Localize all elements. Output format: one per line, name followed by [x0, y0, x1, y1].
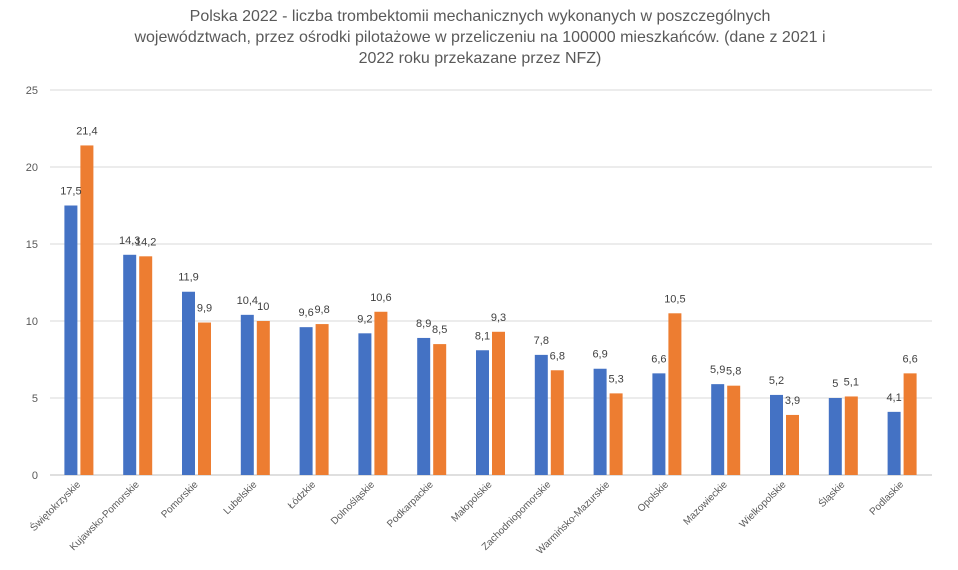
data-label: 5 [832, 378, 838, 390]
bar-series-2 [727, 385, 741, 475]
data-label: 8,1 [475, 330, 490, 342]
bar-series-2 [668, 313, 682, 475]
bar-series-2 [609, 393, 623, 475]
data-label: 8,9 [416, 318, 431, 330]
bar-series-2 [256, 321, 270, 475]
data-label: 17,5 [60, 186, 81, 198]
bar-series-1 [887, 411, 901, 475]
bar-series-2 [492, 331, 505, 475]
data-label: 9,9 [197, 303, 212, 315]
data-label: 11,9 [178, 272, 199, 284]
category-label: Podkarpackie [385, 479, 436, 530]
bar-series-1 [417, 337, 431, 475]
bar-series-2 [550, 370, 564, 475]
bar-series-2 [374, 311, 388, 475]
data-label: 10,6 [370, 292, 391, 304]
bar-series-1 [711, 384, 725, 475]
y-tick-label: 5 [32, 393, 38, 405]
bar-series-1 [652, 373, 666, 475]
bar-series-2 [198, 322, 211, 475]
data-label: 14,3 [119, 235, 140, 247]
data-label: 9,8 [314, 304, 329, 316]
bar-series-1 [182, 291, 195, 475]
category-label: Łódzkie [286, 479, 318, 511]
category-label: Lubelskie [222, 479, 260, 517]
bar-series-1 [534, 354, 548, 475]
data-label: 21,4 [76, 125, 97, 137]
bar-series-1 [299, 327, 313, 475]
category-label: Mazowieckie [682, 479, 731, 528]
y-tick-label: 10 [26, 316, 38, 328]
data-label: 6,6 [902, 353, 917, 365]
data-label: 7,8 [534, 335, 549, 347]
bar-series-1 [358, 333, 372, 475]
data-label: 6,9 [592, 349, 607, 361]
data-label: 5,2 [769, 375, 784, 387]
data-label: 6,8 [550, 350, 565, 362]
bar-series-1 [770, 394, 783, 475]
data-label: 3,9 [785, 395, 800, 407]
bar-series-2 [844, 396, 858, 475]
data-labels: 17,5 21,4 14,314,2 11,9 9,9 10,410 9,6 9,8 9,2 10… [60, 125, 918, 407]
data-label: 10,5 [664, 293, 685, 305]
category-label: Śląskie [815, 478, 847, 510]
category-label: Wielkopolskie [738, 479, 789, 530]
bar-series-1 [123, 254, 137, 475]
chart-title: Polska 2022 - liczba trombektomii mechan… [134, 8, 826, 67]
y-tick-label: 0 [32, 470, 38, 482]
data-label: 10 [257, 301, 269, 313]
data-label: 10,4 [237, 295, 258, 307]
data-label: 5,8 [726, 366, 741, 378]
data-label: 8,5 [432, 324, 447, 336]
bar-series-2 [786, 414, 799, 475]
y-tick-label: 25 [26, 85, 38, 97]
category-label: Małopolskie [449, 479, 494, 524]
bars [64, 145, 917, 475]
data-label: 5,9 [710, 364, 725, 376]
bar-series-2 [433, 344, 447, 475]
bar-series-2 [315, 324, 329, 475]
category-label: Dolnośląskie [329, 479, 377, 527]
data-label: 6,6 [651, 353, 666, 365]
category-label: Pomorskie [159, 479, 200, 520]
data-label: 9,3 [491, 312, 506, 324]
data-label: 9,6 [298, 307, 313, 319]
data-label: 9,2 [357, 313, 372, 325]
y-axis-ticks: 0 5 10 15 20 25 [26, 85, 38, 482]
bar-series-1 [476, 350, 489, 475]
grid-lines [50, 89, 932, 476]
category-label: Świętokrzyskie [27, 478, 83, 534]
bar-series-1 [64, 205, 78, 475]
data-label: 4,1 [886, 392, 901, 404]
bar-series-1 [593, 368, 607, 475]
bar-series-1 [240, 314, 254, 475]
bar-series-2 [903, 373, 917, 475]
data-label: 5,3 [608, 373, 623, 385]
data-label: 5,1 [844, 376, 859, 388]
bar-series-1 [828, 398, 842, 475]
y-tick-label: 20 [26, 162, 38, 174]
y-tick-label: 15 [26, 239, 38, 251]
data-label: 14,2 [135, 236, 156, 248]
bar-series-2 [139, 256, 153, 475]
category-label: Opolskie [636, 479, 672, 515]
bar-series-2 [80, 145, 94, 475]
category-label: Podlaskie [868, 479, 907, 518]
